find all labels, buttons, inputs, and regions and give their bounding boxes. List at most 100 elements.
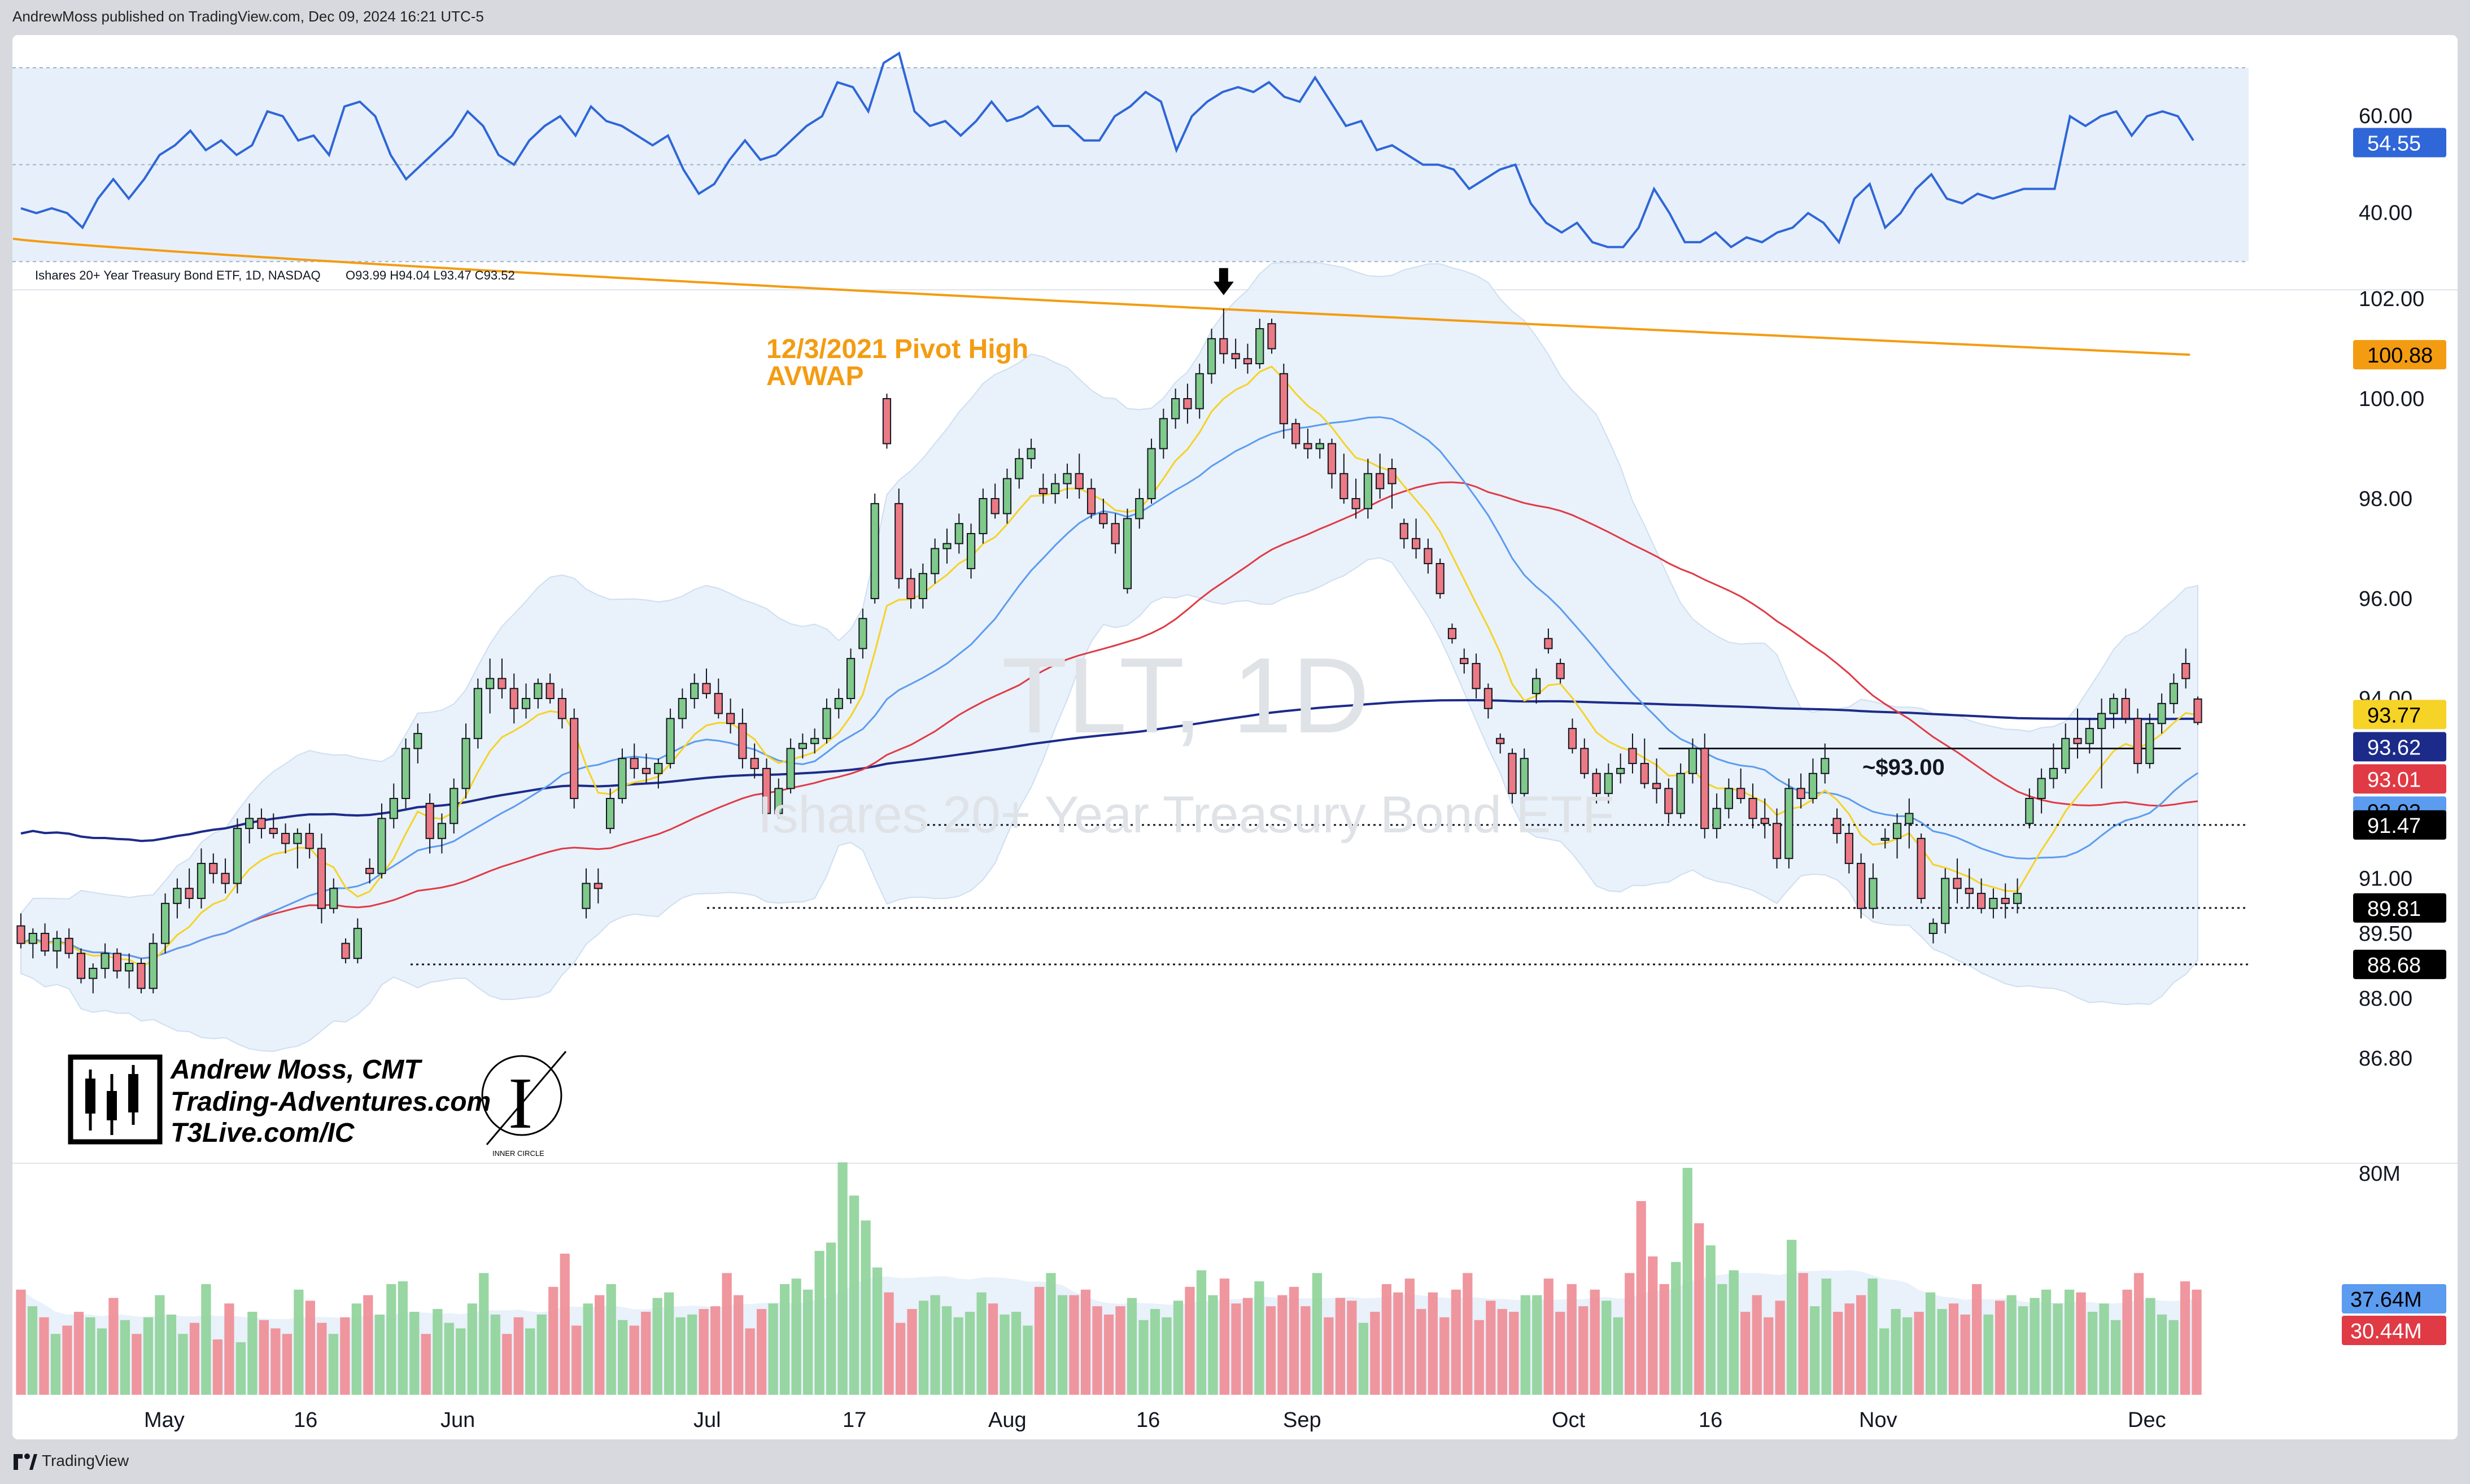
price-label[interactable]: 91.47 <box>2353 810 2446 840</box>
price-tick-label: 98.00 <box>2359 487 2412 511</box>
rsi-pane <box>12 51 2458 291</box>
volume-bar <box>363 1295 373 1395</box>
candle-body <box>1928 923 1938 934</box>
volume-bar <box>1057 1295 1068 1395</box>
volume-bar <box>2192 1289 2202 1395</box>
candle <box>630 743 639 779</box>
candle <box>1796 773 1805 809</box>
candle-body <box>2061 737 2070 769</box>
sma-red-line <box>20 481 2198 959</box>
candle-body <box>389 798 398 819</box>
volume-bar <box>1080 1289 1091 1395</box>
volume-bar <box>444 1322 454 1395</box>
candle <box>786 738 795 794</box>
tradingview-logo-icon[interactable] <box>12 1452 37 1472</box>
candle-body <box>1905 813 1914 824</box>
volume-label[interactable]: 30.44M <box>2342 1316 2446 1345</box>
candle-body <box>1159 418 1168 449</box>
candle-body <box>473 688 482 739</box>
candle-body <box>1616 767 1625 774</box>
volume-bar <box>745 1328 755 1395</box>
volume-bar <box>675 1317 686 1395</box>
time-tick-label: Nov <box>1859 1408 1897 1432</box>
candle-body <box>1327 443 1337 474</box>
price-label[interactable]: 100.88 <box>2353 340 2446 370</box>
rsi-value-label[interactable]: 54.55 <box>2353 128 2446 158</box>
candle <box>64 928 73 959</box>
candle <box>1892 813 1902 859</box>
candle <box>1123 508 1132 594</box>
volume-label[interactable]: 37.64M <box>2342 1284 2446 1313</box>
volume-bar <box>1971 1284 1982 1395</box>
candle-body <box>1376 473 1385 490</box>
candle <box>473 678 482 749</box>
candle <box>822 699 831 744</box>
candle-body <box>1772 823 1782 859</box>
candle <box>1135 488 1144 529</box>
candle <box>498 658 507 699</box>
candle-body <box>1171 398 1180 420</box>
candle <box>618 748 627 804</box>
candle-body <box>870 503 879 599</box>
volume-bar <box>1636 1201 1646 1395</box>
price-label[interactable]: 93.62 <box>2353 732 2446 762</box>
candle <box>1111 513 1120 554</box>
volume-bar <box>1150 1309 1160 1395</box>
candle-body <box>1351 498 1360 509</box>
volume-bar <box>1821 1278 1831 1395</box>
volume-bar <box>2087 1312 2098 1395</box>
candle-body <box>1604 772 1613 795</box>
candle-body <box>966 533 976 569</box>
price-label[interactable]: 89.81 <box>2353 893 2446 923</box>
volume-bar <box>1335 1298 1346 1395</box>
candle <box>1640 738 1649 789</box>
volume-bar <box>513 1317 523 1395</box>
candle-body <box>630 758 639 769</box>
candle <box>1917 833 1926 904</box>
candle-body <box>1808 772 1818 799</box>
candle-body <box>678 698 687 719</box>
volume-bar <box>374 1314 385 1395</box>
volume-bar <box>814 1251 824 1395</box>
volume-bar <box>2122 1289 2132 1395</box>
rsi-line <box>20 51 2194 249</box>
volume-bar <box>1231 1303 1241 1395</box>
candle <box>1447 623 1457 644</box>
candle-body <box>1977 893 1986 909</box>
candle-body <box>2157 702 2166 724</box>
price-label[interactable]: 93.77 <box>2353 700 2446 730</box>
candle-body <box>1207 338 1216 374</box>
volume-bar <box>1960 1314 1970 1395</box>
time-axis[interactable]: May 16 Jun Jul 17 Aug 16 Sep Oct 16 Nov Dec <box>144 1408 2166 1432</box>
candle-body <box>834 698 843 709</box>
price-label-box <box>2353 893 2446 923</box>
candle <box>882 394 892 449</box>
price-axis[interactable]: 60.0040.0054.55102.00100.0098.0096.0094.… <box>2342 104 2446 1345</box>
candle <box>1387 459 1397 509</box>
candle-body <box>125 963 134 972</box>
candle <box>413 723 422 764</box>
candle-body <box>2073 737 2082 744</box>
candle <box>486 658 495 714</box>
price-label-box <box>2353 949 2446 979</box>
volume-bar <box>1393 1292 1403 1395</box>
volume-bar <box>1265 1306 1276 1395</box>
candle-body <box>906 578 915 599</box>
candle-body <box>1880 837 1889 841</box>
candle <box>509 673 518 724</box>
candle <box>1243 343 1253 374</box>
candle <box>1531 668 1541 704</box>
candle <box>1808 758 1818 804</box>
candle <box>990 483 1000 519</box>
chart-card[interactable]: 60.00 40.00 54.55 102.00 100.00 98.00 96.00 94.… <box>12 35 2458 1439</box>
pivot-arrow-icon <box>1213 268 1234 295</box>
volume-bar <box>560 1254 570 1395</box>
volume-bar <box>1833 1312 1843 1395</box>
candle <box>2001 883 2010 919</box>
chart-svg[interactable]: 60.0040.0054.55102.00100.0098.0096.0094.… <box>12 35 2458 1439</box>
candle-body <box>1399 523 1408 539</box>
candle <box>1147 438 1156 504</box>
price-label[interactable]: 88.68 <box>2353 949 2446 979</box>
volume-bar <box>1162 1317 1172 1395</box>
price-label[interactable]: 93.01 <box>2353 764 2446 794</box>
